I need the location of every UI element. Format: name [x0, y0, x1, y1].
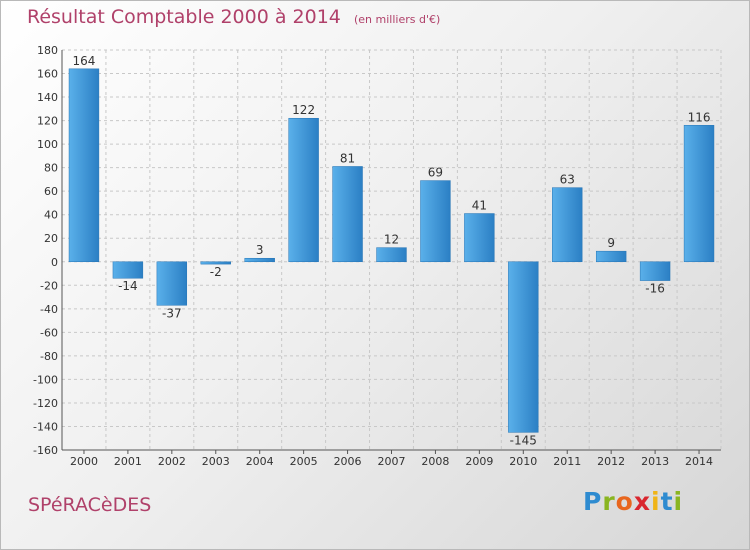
bar [332, 166, 363, 263]
x-tick-label: 2002 [158, 455, 186, 468]
data-label: -37 [162, 306, 182, 320]
y-tick-label: 20 [44, 232, 58, 245]
bar [288, 117, 319, 263]
y-tick-label: 40 [44, 209, 58, 222]
data-label: -2 [210, 265, 222, 279]
x-tick-label: 2001 [114, 455, 142, 468]
bar [112, 261, 144, 279]
data-label: 41 [472, 199, 487, 213]
bar [464, 213, 495, 263]
brand-letter: x [633, 487, 651, 516]
brand-letter: i [651, 487, 661, 516]
bar [156, 261, 188, 306]
x-tick-label: 2010 [509, 455, 537, 468]
data-label: 122 [292, 103, 315, 117]
brand-letter: i [673, 487, 684, 516]
y-tick-label: -60 [40, 326, 58, 339]
y-tick-label: -40 [40, 303, 58, 316]
chart-title-block: Résultat Comptable 2000 à 2014 (en milli… [27, 6, 440, 28]
data-label: 3 [256, 243, 264, 257]
data-label: 81 [340, 151, 355, 165]
bar [376, 247, 407, 263]
chart-subtitle: (en milliers d'€) [353, 13, 441, 26]
x-tick-label: 2008 [421, 455, 449, 468]
data-label: 9 [607, 236, 615, 250]
data-label: -16 [645, 282, 665, 296]
y-tick-label: -100 [33, 373, 58, 386]
x-tick-label: 2011 [553, 455, 581, 468]
data-label: 116 [688, 110, 711, 124]
y-tick-label: -160 [33, 444, 58, 457]
y-tick-label: 120 [37, 115, 58, 128]
brand-letter: o [615, 487, 634, 516]
bar [200, 261, 231, 265]
bar [552, 187, 583, 263]
bar [639, 261, 671, 281]
y-tick-label: 60 [44, 185, 58, 198]
y-tick-label: 180 [37, 44, 58, 57]
brand-letter: t [660, 487, 674, 516]
y-tick-label: -20 [40, 279, 58, 292]
x-tick-label: 2006 [334, 455, 362, 468]
bar [508, 261, 539, 433]
data-label: 12 [384, 233, 399, 247]
y-tick-label: -140 [33, 420, 58, 433]
y-tick-label: -120 [33, 397, 58, 410]
commune-name: SPéRACèDES [28, 494, 152, 516]
x-tick-label: 2005 [290, 455, 318, 468]
y-tick-label: 80 [44, 162, 58, 175]
bar [244, 257, 275, 263]
y-tick-label: 160 [37, 68, 58, 81]
bar [420, 180, 451, 263]
y-tick-label: 100 [37, 138, 58, 151]
data-label: -145 [510, 433, 537, 447]
bar [595, 250, 627, 263]
data-label: 69 [428, 166, 443, 180]
x-tick-label: 2003 [202, 455, 230, 468]
x-tick-label: 2009 [465, 455, 493, 468]
y-tick-label: 140 [37, 91, 58, 104]
x-tick-label: 2012 [597, 455, 625, 468]
data-label: -14 [118, 279, 138, 293]
data-label: 63 [560, 173, 575, 187]
bar [68, 68, 100, 263]
chart-title: Résultat Comptable 2000 à 2014 [27, 6, 341, 28]
bar [683, 125, 715, 263]
y-tick-label: 0 [51, 256, 58, 269]
data-label: 164 [73, 54, 96, 68]
x-tick-label: 2007 [378, 455, 406, 468]
proxiti-logo: Proxiti [583, 487, 683, 516]
y-tick-label: -80 [40, 350, 58, 363]
x-tick-label: 2000 [70, 455, 98, 468]
brand-letter: r [602, 487, 616, 516]
x-tick-label: 2013 [641, 455, 669, 468]
x-tick-label: 2014 [685, 455, 713, 468]
x-tick-label: 2004 [246, 455, 274, 468]
brand-letter: P [583, 487, 603, 516]
